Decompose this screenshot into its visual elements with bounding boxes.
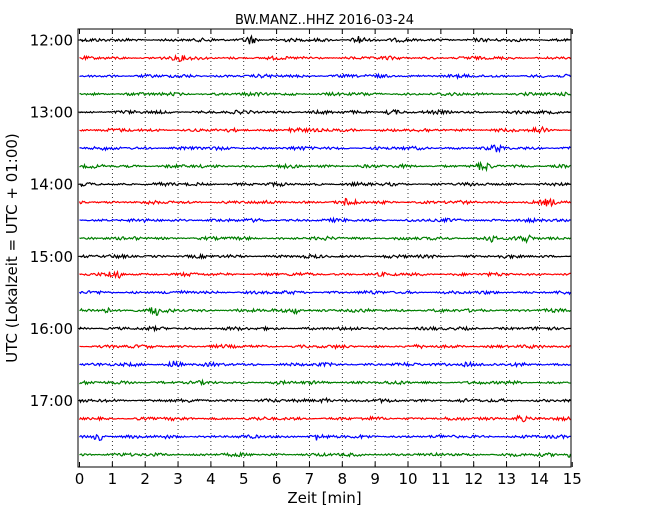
y-tick-label: 12:00 <box>30 32 73 50</box>
trace-15:00 <box>79 252 571 260</box>
trace-17:30 <box>79 433 571 442</box>
y-tick-label: 14:00 <box>30 176 73 194</box>
traces-group <box>78 34 572 458</box>
x-tick-label: 10 <box>398 470 417 488</box>
trace-13:45 <box>79 160 571 173</box>
x-tick-label: 11 <box>431 470 450 488</box>
trace-12:45 <box>79 91 571 98</box>
y-axis-label: UTC (Lokalzeit = UTC + 01:00) <box>3 133 21 363</box>
x-tick-label: 8 <box>338 470 348 488</box>
x-tick-label: 0 <box>75 470 85 488</box>
chart-title: BW.MANZ..HHZ 2016-03-24 <box>235 13 414 28</box>
trace-12:00 <box>79 34 571 45</box>
trace-16:30 <box>79 360 571 368</box>
plot-frame <box>77 28 572 468</box>
trace-14:00 <box>79 180 571 188</box>
y-tick-label: 17:00 <box>30 392 73 410</box>
x-tick-label: 4 <box>206 470 216 488</box>
x-tick-label: 2 <box>140 470 150 488</box>
y-tick-label: 16:00 <box>30 320 73 338</box>
x-tick-label: 1 <box>108 470 118 488</box>
trace-12:30 <box>79 72 572 80</box>
y-tick-labels: 12:00 13:00 14:00 15:00 16:00 17:00 <box>30 32 73 411</box>
trace-14:30 <box>79 216 571 224</box>
x-tick-label: 13 <box>497 470 516 488</box>
trace-12:15 <box>79 53 571 63</box>
x-tick-label: 9 <box>370 470 380 488</box>
x-tick-label: 15 <box>563 470 582 488</box>
x-tick-label: 12 <box>464 470 483 488</box>
x-tick-label: 5 <box>239 470 249 488</box>
trace-15:30 <box>79 289 572 296</box>
y-tick-label: 15:00 <box>30 248 73 266</box>
x-tick-label: 7 <box>305 470 315 488</box>
y-tick-label: 13:00 <box>30 104 73 122</box>
trace-13:00 <box>79 108 571 116</box>
x-tick-labels: 0 1 2 3 4 5 6 7 8 9 10 11 12 13 14 15 <box>75 470 582 488</box>
trace-15:15 <box>79 269 571 280</box>
x-tick-label: 14 <box>530 470 549 488</box>
axis-ticks <box>78 29 573 467</box>
x-axis-label: Zeit [min] <box>287 489 361 507</box>
trace-17:45 <box>79 451 572 458</box>
trace-16:15 <box>79 343 571 351</box>
trace-14:15 <box>78 197 571 208</box>
trace-16:45 <box>79 378 571 387</box>
trace-17:15 <box>78 414 571 423</box>
trace-17:00 <box>78 396 571 405</box>
trace-13:15 <box>79 125 571 134</box>
x-tick-label: 6 <box>272 470 282 488</box>
x-tick-label: 3 <box>173 470 183 488</box>
trace-13:30 <box>79 143 571 154</box>
trace-14:45 <box>79 234 571 245</box>
trace-16:00 <box>78 324 571 333</box>
trace-15:45 <box>79 306 571 316</box>
